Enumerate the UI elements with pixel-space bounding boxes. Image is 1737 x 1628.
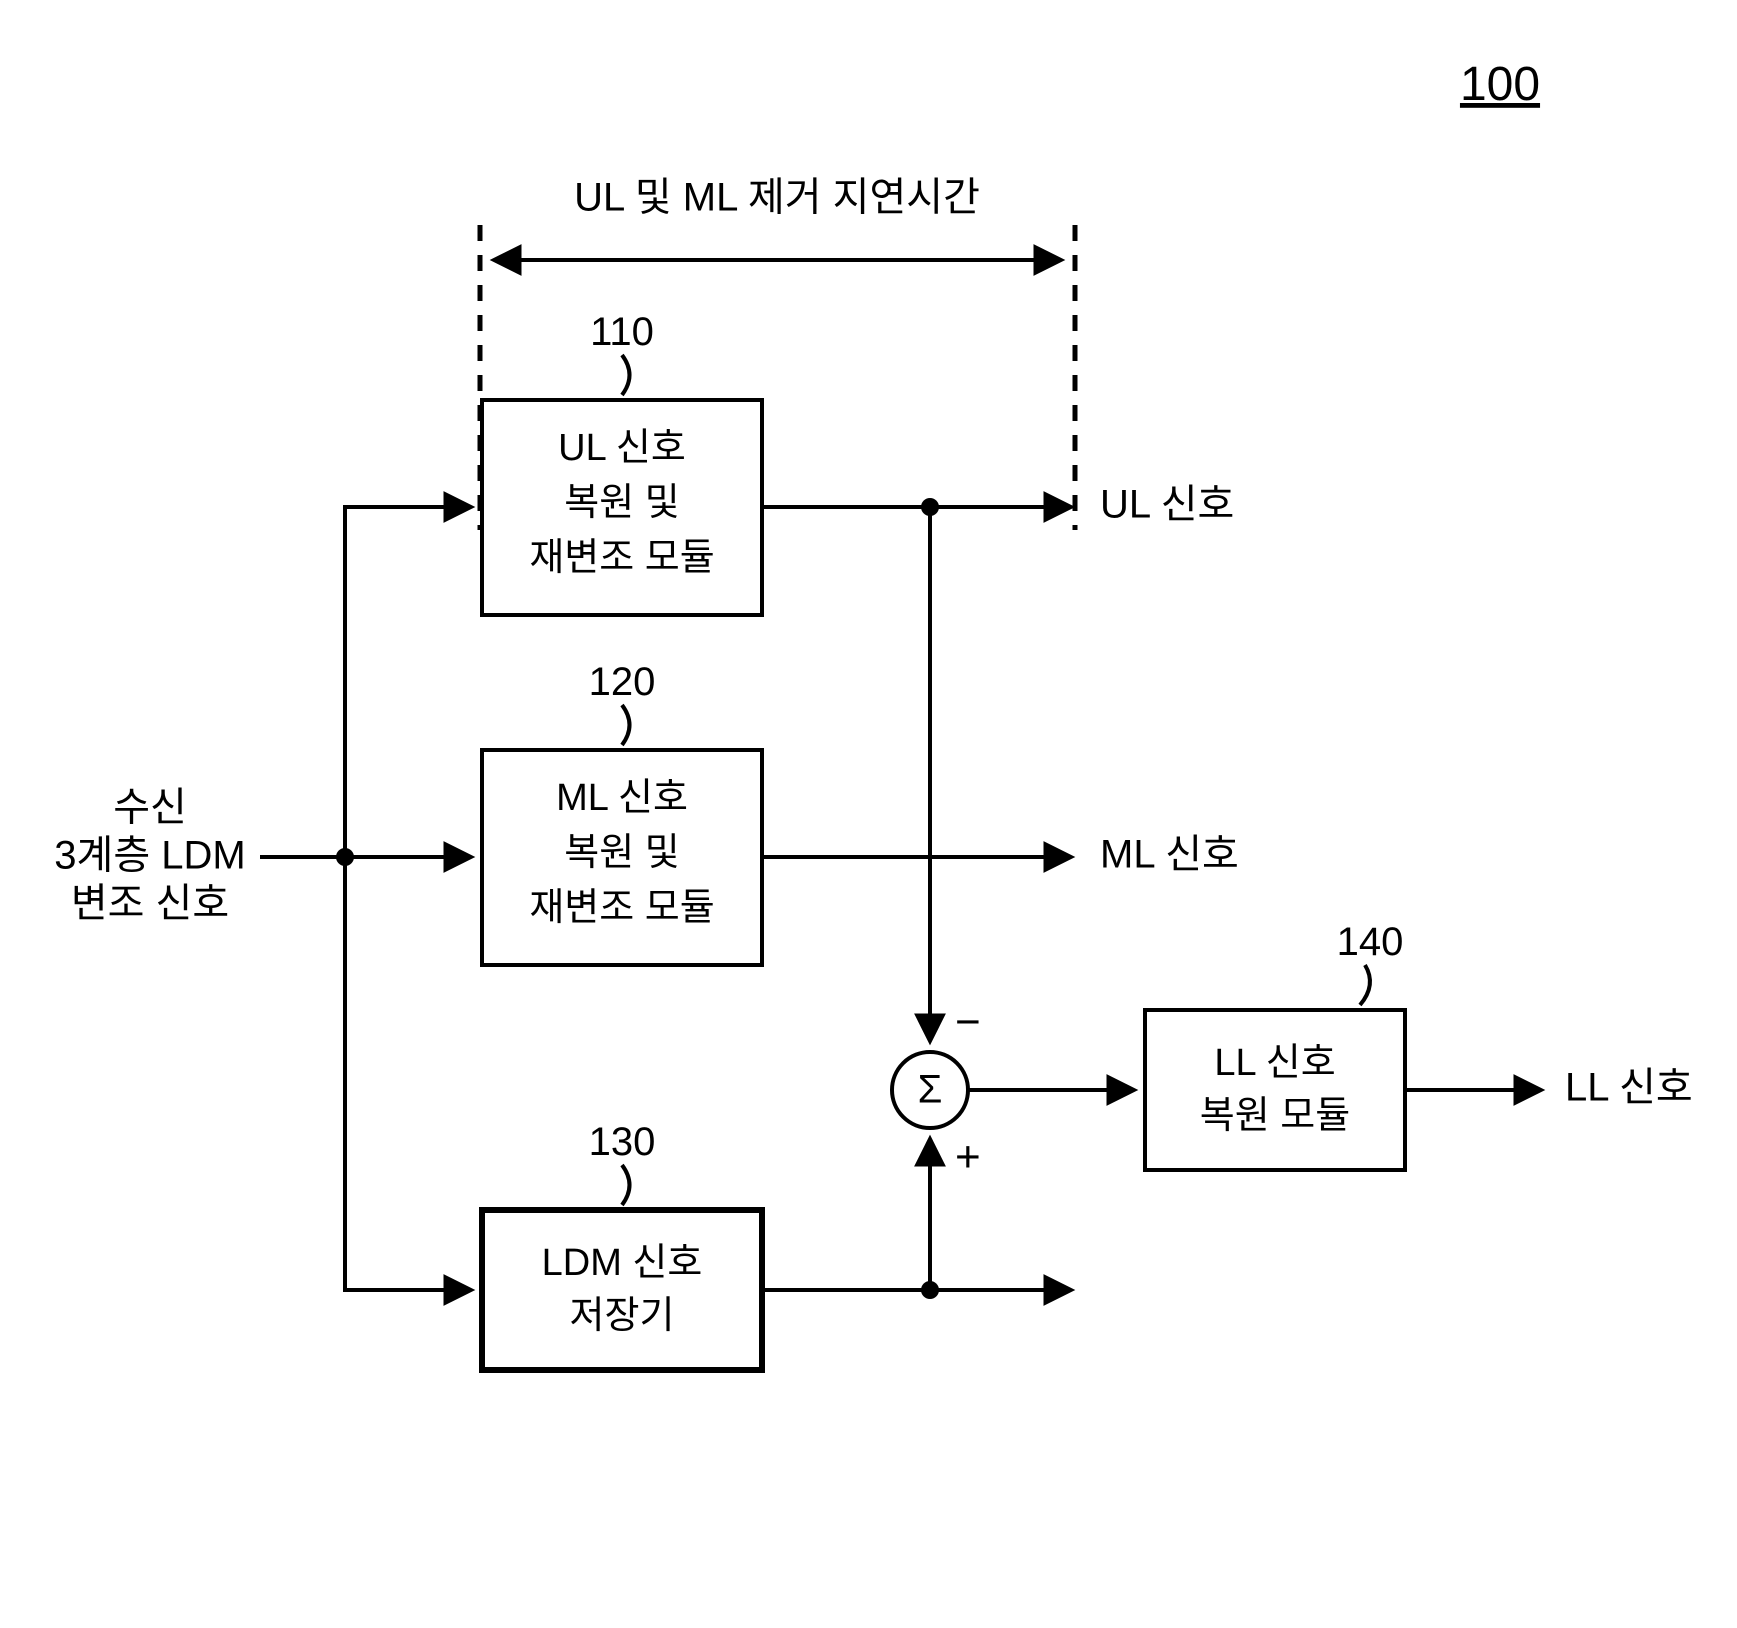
svg-text:3계층 LDM: 3계층 LDM <box>54 834 245 878</box>
block-130: LDM 신호 저장기 <box>482 1210 762 1370</box>
svg-text:복원 모듈: 복원 모듈 <box>1200 1095 1350 1137</box>
block-110: UL 신호 복원 및 재변조 모듈 <box>482 400 762 615</box>
delay-label: UL 및 ML 제거 지연시간 <box>574 176 980 220</box>
output-ll-label: LL 신호 <box>1565 1066 1693 1110</box>
ref-leader-140 <box>1360 965 1370 1005</box>
summing-node: Σ <box>892 1052 968 1128</box>
svg-text:Σ: Σ <box>918 1068 943 1112</box>
svg-text:LDM 신호: LDM 신호 <box>542 1242 703 1284</box>
svg-text:LL 신호: LL 신호 <box>1214 1042 1335 1084</box>
ref-leader-120 <box>622 705 630 745</box>
wire-to-110 <box>345 507 470 857</box>
ref-label-130: 130 <box>589 1120 656 1164</box>
output-ml-label: ML 신호 <box>1100 833 1239 877</box>
sum-minus: − <box>955 998 981 1047</box>
svg-text:수신: 수신 <box>113 786 187 830</box>
svg-text:재변조 모듈: 재변조 모듈 <box>529 887 714 929</box>
ref-leader-130 <box>622 1165 630 1205</box>
svg-text:변조 신호: 변조 신호 <box>71 882 229 926</box>
ref-label-120: 120 <box>589 660 656 704</box>
ref-label-110: 110 <box>590 310 654 354</box>
svg-text:ML 신호: ML 신호 <box>556 777 688 819</box>
svg-text:재변조 모듈: 재변조 모듈 <box>529 537 714 579</box>
ref-leader-110 <box>622 355 630 395</box>
ref-label-140: 140 <box>1337 920 1404 964</box>
block-140: LL 신호 복원 모듈 <box>1145 1010 1405 1170</box>
figure-ref-100: 100 <box>1460 58 1540 111</box>
sum-plus: + <box>955 1133 981 1182</box>
svg-text:복원 및: 복원 및 <box>564 832 679 874</box>
wire-to-130 <box>345 857 470 1290</box>
svg-text:저장기: 저장기 <box>570 1295 675 1337</box>
block-120: ML 신호 복원 및 재변조 모듈 <box>482 750 762 965</box>
svg-text:UL 신호: UL 신호 <box>558 427 686 469</box>
output-ul-label: UL 신호 <box>1100 483 1234 527</box>
input-label: 수신 3계층 LDM 변조 신호 <box>54 786 245 926</box>
svg-text:복원 및: 복원 및 <box>564 482 679 524</box>
